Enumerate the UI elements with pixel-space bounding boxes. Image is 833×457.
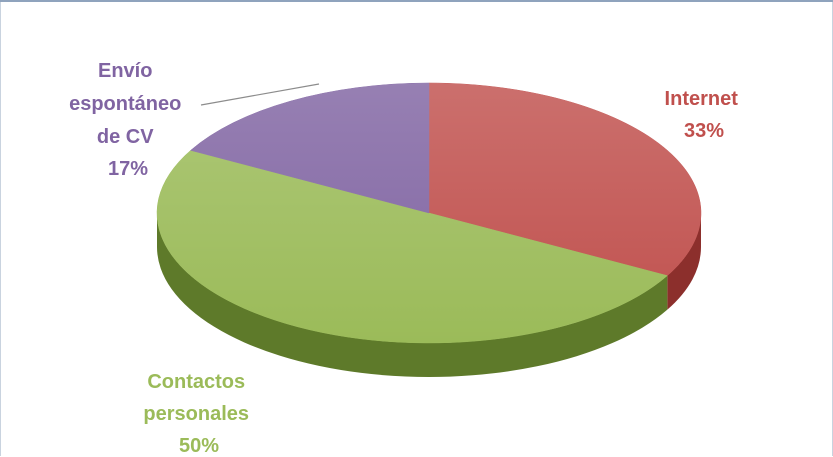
- pie-side-internet: [667, 213, 701, 310]
- internet-label: Internet 33%: [665, 88, 744, 142]
- contactos-label: Contactos personales 50%: [143, 371, 254, 456]
- pie-side-contactos-personales: [157, 213, 668, 377]
- pie-sides: [157, 213, 701, 377]
- pie-gloss: [157, 83, 701, 343]
- envio-leader-line: [200, 83, 320, 106]
- top-border: [0, 0, 833, 2]
- envio-label: Envío espontáneo de CV 17%: [69, 60, 187, 180]
- pie-tops: [156, 82, 702, 344]
